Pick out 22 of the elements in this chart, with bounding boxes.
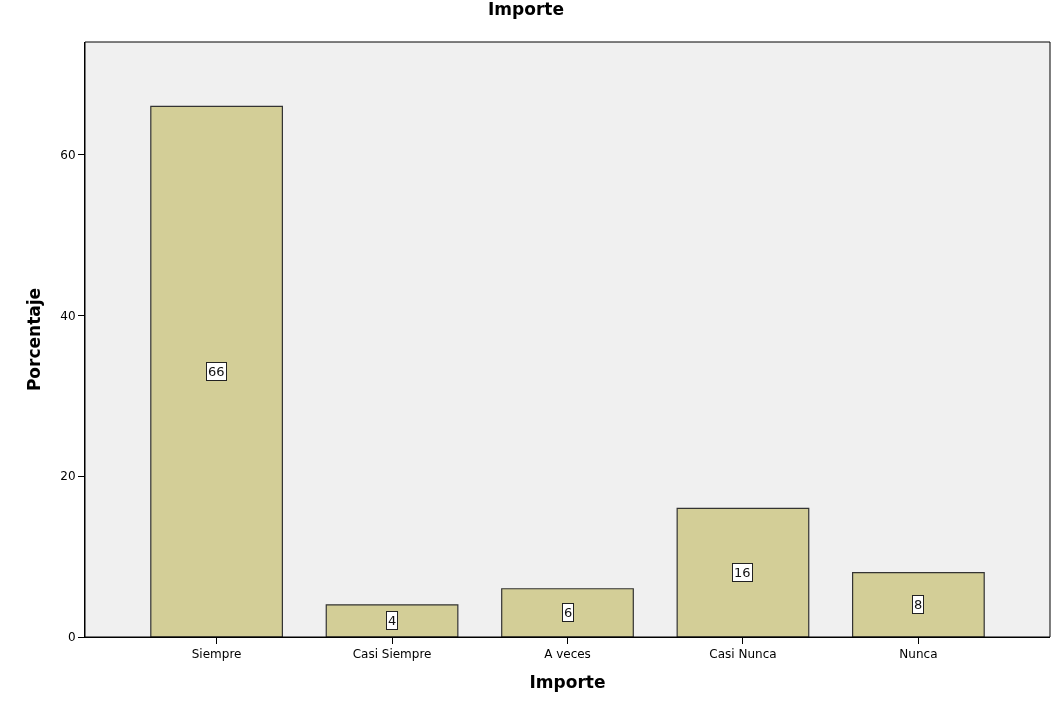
bar	[501, 588, 634, 637]
x-tick-label: Nunca	[899, 647, 938, 662]
bar	[676, 507, 810, 637]
x-axis-title: Importe	[529, 671, 606, 692]
y-tick-label: 40	[60, 308, 76, 323]
x-tick-label: A veces	[544, 647, 591, 662]
y-tick-label: 20	[60, 469, 76, 484]
y-tick-label: 60	[60, 147, 76, 162]
y-axis-title: Porcentaje	[23, 287, 44, 392]
bar	[852, 572, 985, 637]
chart-title: Importe	[488, 0, 564, 20]
data-label: 16	[734, 565, 751, 580]
data-label: 6	[564, 605, 573, 620]
x-tick-label: Casi Nunca	[709, 647, 777, 662]
bar	[325, 604, 459, 637]
data-label: 8	[914, 597, 923, 612]
data-label: 66	[208, 364, 225, 379]
x-tick-label: Casi Siempre	[352, 647, 432, 662]
bar	[150, 105, 283, 637]
x-tick-label: Siempre	[191, 647, 242, 662]
data-label: 4	[388, 613, 397, 628]
y-tick-label: 0	[67, 630, 76, 645]
